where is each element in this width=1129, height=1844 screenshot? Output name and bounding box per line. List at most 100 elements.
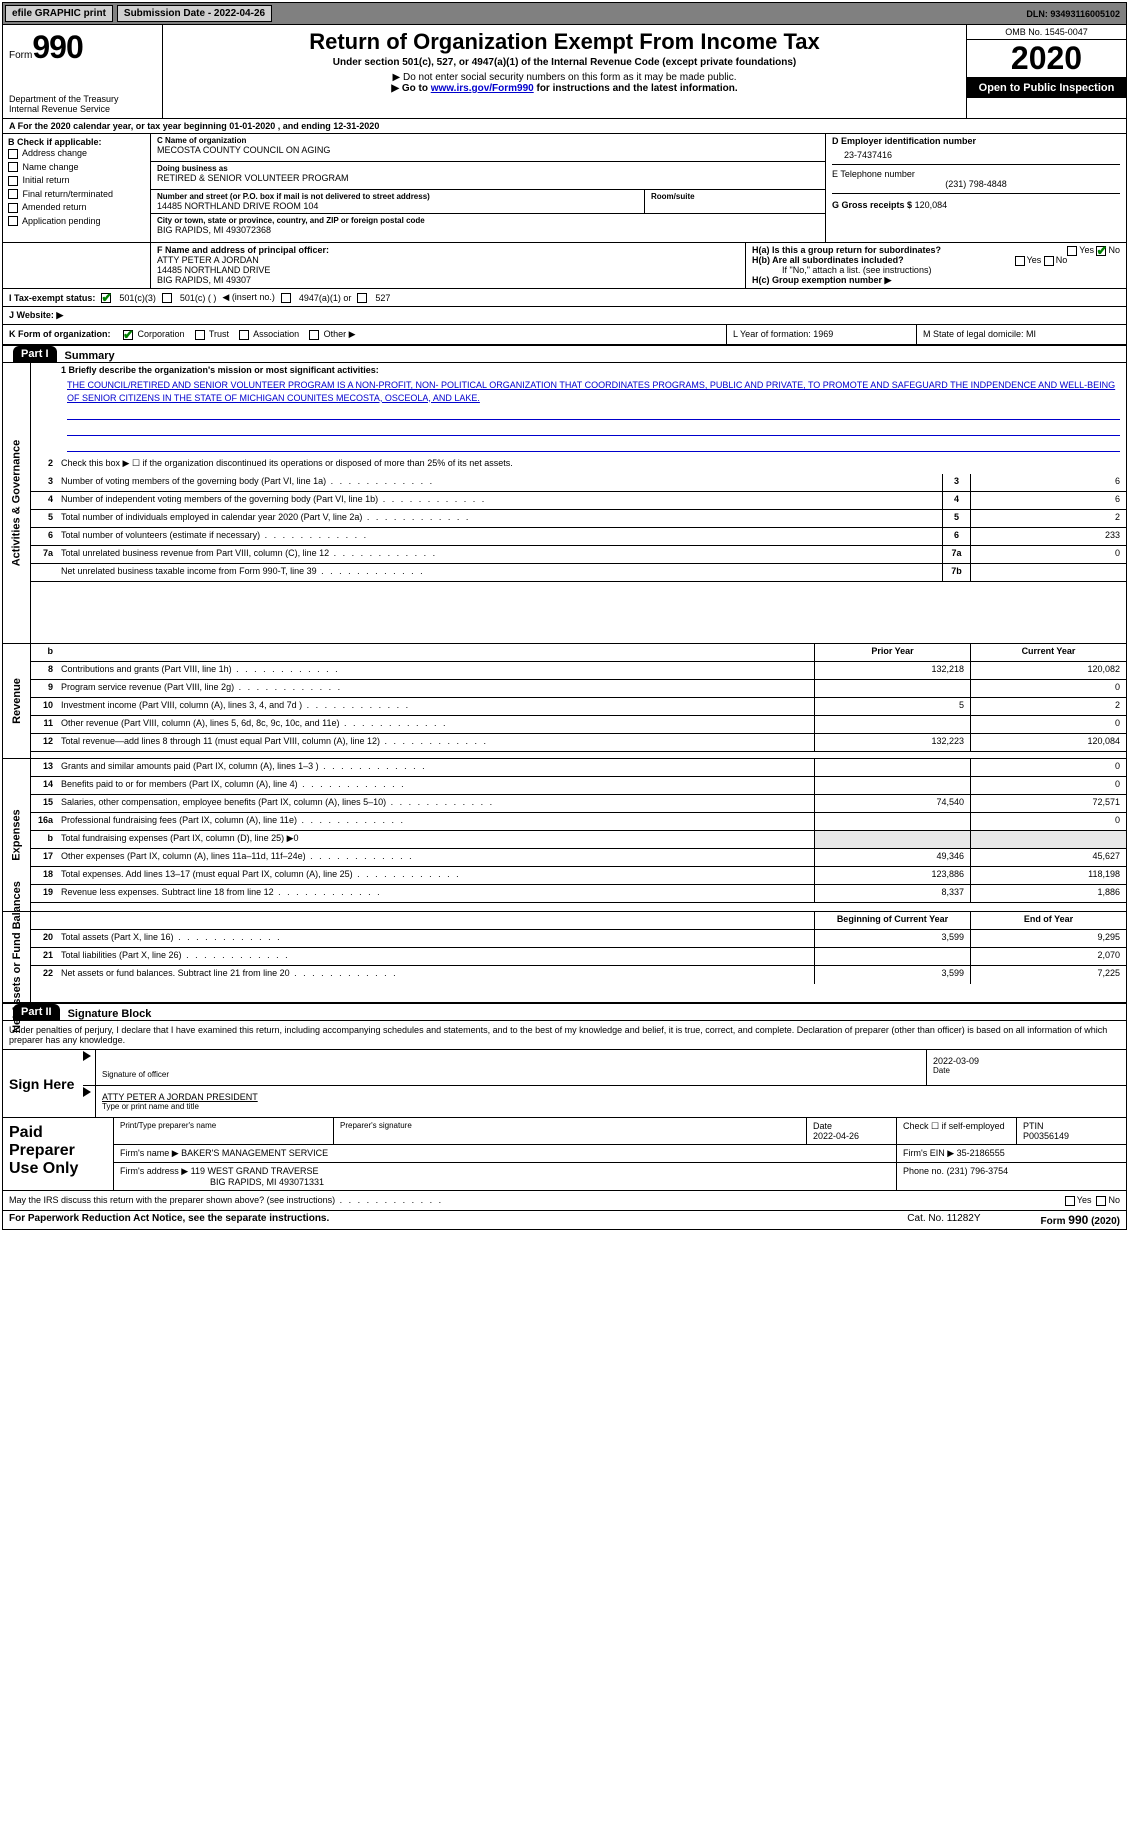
form-org-label: K Form of organization: (9, 329, 111, 339)
side-expenses: Expenses (11, 809, 23, 860)
open-to-public: Open to Public Inspection (967, 78, 1126, 98)
box-b-checkbox[interactable] (8, 189, 18, 199)
opt-4947: 4947(a)(1) or (299, 293, 352, 303)
box-b-checkbox[interactable] (8, 162, 18, 172)
room-label: Room/suite (651, 192, 819, 201)
prep-date: 2022-04-26 (813, 1131, 859, 1141)
501c-checkbox[interactable] (162, 293, 172, 303)
opt-501c: 501(c) ( ) (180, 293, 217, 303)
side-revenue: Revenue (11, 678, 23, 724)
box-b-item: Amended return (8, 201, 145, 215)
firm-phone-label: Phone no. (903, 1166, 944, 1176)
part1-tag: Part I (13, 346, 57, 362)
no-label: No (1108, 245, 1120, 255)
current-year-hdr: Current Year (970, 644, 1126, 661)
opt-527: 527 (375, 293, 390, 303)
box-b-item: Initial return (8, 174, 145, 188)
form-ref: Form 990 (2020) (1041, 1213, 1121, 1227)
box-b-item: Address change (8, 147, 145, 161)
officer-addr2: BIG RAPIDS, MI 49307 (157, 275, 739, 285)
firm-name-label: Firm's name ▶ (120, 1148, 179, 1158)
firm-addr2: BIG RAPIDS, MI 493071331 (120, 1177, 324, 1187)
discuss-no: No (1108, 1195, 1120, 1205)
form-number: 990 (32, 29, 82, 65)
firm-ein: 35-2186555 (957, 1148, 1005, 1158)
mission-question: 1 Briefly describe the organization's mi… (31, 363, 1126, 377)
self-employed-check: Check ☐ if self-employed (896, 1118, 1016, 1144)
mission-blank-3 (67, 438, 1120, 452)
beg-year-hdr: Beginning of Current Year (814, 912, 970, 929)
officer-label: F Name and address of principal officer: (157, 245, 739, 255)
preparer-sig-label: Preparer's signature (333, 1118, 806, 1144)
box-b-checkbox[interactable] (8, 216, 18, 226)
tax-status-label: I Tax-exempt status: (9, 293, 95, 303)
org-name-label: C Name of organization (157, 136, 819, 145)
firm-phone: (231) 796-3754 (947, 1166, 1009, 1176)
ptin-label: PTIN (1023, 1121, 1044, 1131)
ha-label: H(a) Is this a group return for subordin… (752, 245, 941, 255)
ssn-note: ▶ Do not enter social security numbers o… (171, 72, 958, 83)
firm-ein-label: Firm's EIN ▶ (903, 1148, 954, 1158)
omb-number: OMB No. 1545-0047 (967, 25, 1126, 40)
prep-date-label: Date (813, 1121, 832, 1131)
phone-label: E Telephone number (832, 169, 1120, 179)
efile-print-button[interactable]: efile GRAPHIC print (5, 5, 113, 22)
firm-name: BAKER'S MANAGEMENT SERVICE (181, 1148, 328, 1158)
firm-addr-label: Firm's address ▶ (120, 1166, 188, 1176)
k-opt-checkbox[interactable] (239, 330, 249, 340)
sig-date: 2022-03-09 (933, 1056, 1120, 1066)
527-checkbox[interactable] (357, 293, 367, 303)
identity-section: B Check if applicable: Address change Na… (3, 134, 1126, 242)
form-title: Return of Organization Exempt From Incom… (171, 29, 958, 55)
phone-value: (231) 798-4848 (832, 179, 1120, 189)
addr-value: 14485 NORTHLAND DRIVE ROOM 104 (157, 201, 638, 211)
501c3-checkbox[interactable] (101, 293, 111, 303)
type-name-label: Type or print name and title (102, 1102, 1120, 1111)
addr-label: Number and street (or P.O. box if mail i… (157, 192, 638, 201)
discuss-question: May the IRS discuss this return with the… (9, 1195, 335, 1205)
sign-here-label: Sign Here (3, 1050, 83, 1117)
prior-year-hdr: Prior Year (814, 644, 970, 661)
k-opt-checkbox[interactable] (195, 330, 205, 340)
ha-no-checkbox[interactable] (1096, 246, 1106, 256)
k-opt-checkbox[interactable] (309, 330, 319, 340)
tax-year-range: A For the 2020 calendar year, or tax yea… (3, 119, 1126, 134)
goto-post: for instructions and the latest informat… (534, 83, 738, 94)
box-b-checkbox[interactable] (8, 149, 18, 159)
discuss-no-checkbox[interactable] (1096, 1196, 1106, 1206)
sig-date-label: Date (933, 1066, 1120, 1075)
ein-label: D Employer identification number (832, 136, 1120, 146)
officer-name-title: ATTY PETER A JORDAN PRESIDENT (102, 1092, 1120, 1102)
discuss-yes-checkbox[interactable] (1065, 1196, 1075, 1206)
k-opt-checkbox[interactable] (123, 330, 133, 340)
box-b-checkbox[interactable] (8, 176, 18, 186)
gross-receipts-value: 120,084 (915, 200, 948, 210)
year-formation: L Year of formation: 1969 (726, 325, 916, 344)
box-b-title: B Check if applicable: (8, 137, 145, 147)
efile-topbar: efile GRAPHIC print Submission Date - 20… (3, 3, 1126, 25)
hb-yes-checkbox[interactable] (1015, 256, 1025, 266)
submission-date-button[interactable]: Submission Date - 2022-04-26 (117, 5, 272, 22)
paperwork-notice: For Paperwork Reduction Act Notice, see … (9, 1213, 329, 1227)
4947-checkbox[interactable] (281, 293, 291, 303)
opt-insert: ◀ (insert no.) (222, 292, 274, 303)
officer-name: ATTY PETER A JORDAN (157, 255, 739, 265)
part2-title: Signature Block (60, 1008, 152, 1020)
hb-label: H(b) Are all subordinates included? (752, 255, 904, 265)
ptin-value: P00356149 (1023, 1131, 1069, 1141)
yes-label: Yes (1079, 245, 1094, 255)
part1-title: Summary (57, 350, 115, 362)
mission-blank-1 (67, 406, 1120, 420)
no-label-2: No (1056, 255, 1068, 265)
row-b-num: b (31, 644, 57, 661)
irs-link[interactable]: www.irs.gov/Form990 (431, 83, 534, 94)
penalty-text: Under penalties of perjury, I declare th… (3, 1021, 1126, 1049)
dba-label: Doing business as (157, 164, 819, 173)
box-b-checkbox[interactable] (8, 203, 18, 213)
ha-yes-checkbox[interactable] (1067, 246, 1077, 256)
officer-addr1: 14485 NORTHLAND DRIVE (157, 265, 739, 275)
box-b-item: Name change (8, 161, 145, 175)
firm-addr1: 119 WEST GRAND TRAVERSE (191, 1166, 319, 1176)
hb-no-checkbox[interactable] (1044, 256, 1054, 266)
ein-value: 23-7437416 (832, 146, 1120, 160)
